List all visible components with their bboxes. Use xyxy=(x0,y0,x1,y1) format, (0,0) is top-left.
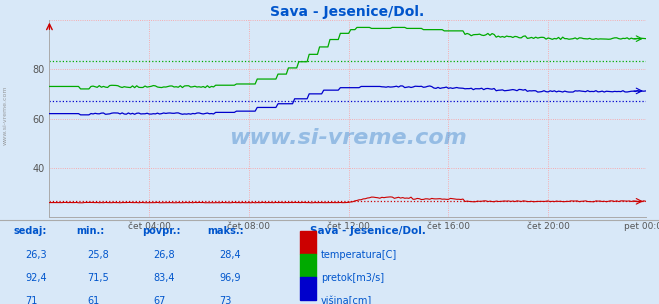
Bar xyxy=(300,254,316,277)
Text: 71,5: 71,5 xyxy=(88,273,109,283)
Text: sedaj:: sedaj: xyxy=(13,226,47,236)
Text: min.:: min.: xyxy=(76,226,104,236)
Text: www.si-vreme.com: www.si-vreme.com xyxy=(3,86,8,145)
Text: 28,4: 28,4 xyxy=(219,250,241,260)
Text: 67: 67 xyxy=(154,296,166,304)
Text: 25,8: 25,8 xyxy=(88,250,109,260)
Text: 73: 73 xyxy=(219,296,232,304)
Text: 92,4: 92,4 xyxy=(25,273,47,283)
Title: Sava - Jesenice/Dol.: Sava - Jesenice/Dol. xyxy=(270,5,425,19)
Text: povpr.:: povpr.: xyxy=(142,226,180,236)
Text: 83,4: 83,4 xyxy=(154,273,175,283)
Text: www.si-vreme.com: www.si-vreme.com xyxy=(229,128,467,148)
Text: maks.:: maks.: xyxy=(208,226,244,236)
Text: 96,9: 96,9 xyxy=(219,273,241,283)
Text: temperatura[C]: temperatura[C] xyxy=(321,250,397,260)
Text: 26,8: 26,8 xyxy=(154,250,175,260)
Text: višina[cm]: višina[cm] xyxy=(321,296,372,304)
Text: 26,3: 26,3 xyxy=(25,250,47,260)
Bar xyxy=(300,277,316,300)
Text: 71: 71 xyxy=(25,296,38,304)
Text: Sava - Jesenice/Dol.: Sava - Jesenice/Dol. xyxy=(310,226,426,236)
Text: 61: 61 xyxy=(88,296,100,304)
Text: pretok[m3/s]: pretok[m3/s] xyxy=(321,273,384,283)
Bar xyxy=(300,231,316,254)
